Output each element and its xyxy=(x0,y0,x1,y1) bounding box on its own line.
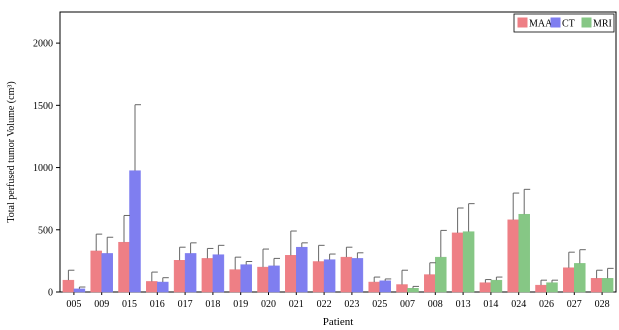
bar-maa-028 xyxy=(590,278,603,293)
bar-ct-025 xyxy=(379,280,391,293)
bar-maa-009 xyxy=(90,250,102,293)
bar-maa-021 xyxy=(285,255,297,293)
bar-mri-008 xyxy=(435,256,447,293)
x-tick-label: 021 xyxy=(289,299,304,310)
x-tick-label: 026 xyxy=(539,299,554,310)
x-tick-label: 017 xyxy=(178,299,193,310)
bar-maa-016 xyxy=(146,281,158,293)
bar-maa-020 xyxy=(257,266,269,293)
bar-ct-017 xyxy=(184,253,197,293)
bar-maa-026 xyxy=(535,284,547,293)
x-tick-label: 016 xyxy=(150,299,165,310)
bar-maa-018 xyxy=(201,258,214,293)
y-tick-label: 2000 xyxy=(33,39,53,50)
x-tick-label: 007 xyxy=(400,299,415,310)
bar-ct-016 xyxy=(157,281,169,293)
bars-layer xyxy=(62,170,614,293)
bar-maa-027 xyxy=(563,267,575,293)
x-tick-label: 022 xyxy=(317,299,332,310)
x-axis-label: Patient xyxy=(323,316,354,328)
bar-ct-015 xyxy=(129,170,141,293)
y-tick-label: 1000 xyxy=(33,163,53,174)
y-axis-label: Total perfused tumor Volume (cm³) xyxy=(6,81,17,222)
x-tick-label: 023 xyxy=(344,299,359,310)
legend-label-ct: CT xyxy=(562,19,575,30)
bar-ct-019 xyxy=(240,264,252,293)
bar-mri-024 xyxy=(518,213,530,293)
bar-ct-023 xyxy=(351,258,364,293)
x-tick-label: 014 xyxy=(483,299,498,310)
bar-maa-019 xyxy=(229,269,241,293)
y-axis: 0 500 1000 1500 2000 xyxy=(33,39,60,299)
x-tick-label: 027 xyxy=(567,299,582,310)
x-tick-label: 018 xyxy=(205,299,220,310)
bar-mri-014 xyxy=(490,279,503,293)
y-tick-label: 1500 xyxy=(33,101,53,112)
bar-ct-020 xyxy=(268,265,280,293)
bar-maa-005 xyxy=(62,279,75,293)
bar-ct-021 xyxy=(296,246,308,293)
bar-mri-026 xyxy=(546,282,558,293)
x-tick-label: 025 xyxy=(372,299,387,310)
bar-mri-013 xyxy=(462,231,475,293)
legend-swatch-ct xyxy=(550,17,561,28)
legend-swatch-maa xyxy=(517,17,528,28)
bar-maa-024 xyxy=(507,219,519,293)
bar-ct-009 xyxy=(101,253,113,293)
x-tick-label: 015 xyxy=(122,299,137,310)
bar-maa-013 xyxy=(451,232,464,293)
x-tick-label: 028 xyxy=(595,299,610,310)
x-tick-label: 009 xyxy=(94,299,109,310)
x-axis: 005 009 015 016 017 018 019 020 021 022 023 025 007 0… xyxy=(66,292,610,310)
error-bars-layer xyxy=(67,104,614,289)
bar-maa-022 xyxy=(312,261,325,293)
bar-maa-017 xyxy=(173,260,186,293)
x-tick-label: 013 xyxy=(456,299,471,310)
x-tick-label: 020 xyxy=(261,299,276,310)
bar-mri-028 xyxy=(601,278,614,293)
y-tick-label: 500 xyxy=(38,225,53,236)
x-tick-label: 008 xyxy=(428,299,443,310)
legend-swatch-mri xyxy=(581,17,592,28)
bar-maa-007 xyxy=(396,284,408,293)
bar-maa-015 xyxy=(118,241,130,293)
bar-maa-025 xyxy=(368,281,380,293)
x-tick-label: 024 xyxy=(511,299,526,310)
bar-maa-014 xyxy=(479,282,492,293)
bar-ct-005 xyxy=(73,288,86,293)
bar-maa-008 xyxy=(424,274,436,293)
bar-maa-023 xyxy=(340,256,353,293)
y-tick-label: 0 xyxy=(48,288,53,299)
legend-label-mri: MRI xyxy=(593,19,612,30)
x-tick-label: 005 xyxy=(66,299,81,310)
x-tick-label: 019 xyxy=(233,299,248,310)
legend-label-maa: MAA xyxy=(529,19,553,30)
bar-ct-018 xyxy=(212,254,225,293)
plot-frame xyxy=(59,11,617,293)
bar-ct-022 xyxy=(323,259,336,293)
bar-mri-027 xyxy=(574,263,586,293)
bar-mri-007 xyxy=(407,288,419,293)
legend: MAA CT MRI xyxy=(513,13,615,33)
